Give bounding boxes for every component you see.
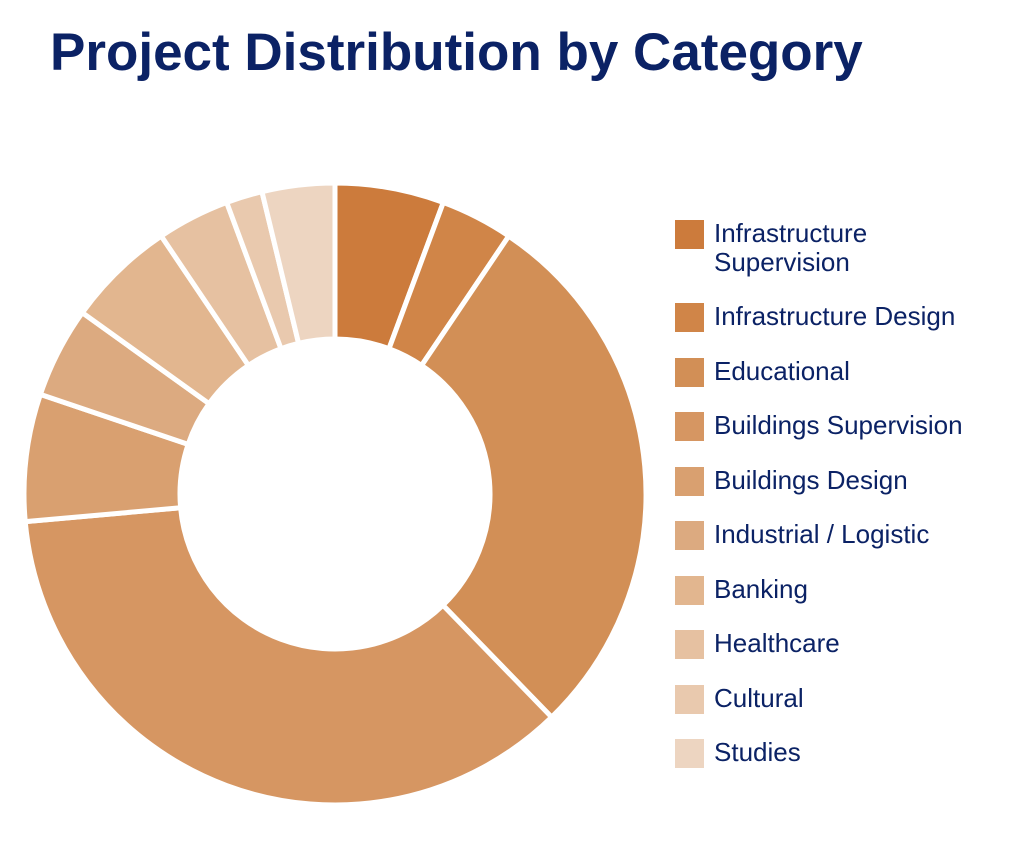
legend-swatch [675, 467, 704, 496]
slice-studies [258, 180, 338, 347]
slice-educational [418, 232, 649, 721]
legend-label: Cultural [714, 683, 804, 713]
legend-label: Banking [714, 574, 808, 604]
legend-item-healthcare: Healthcare [675, 629, 840, 659]
legend-swatch [675, 739, 704, 768]
legend-swatch [675, 220, 704, 249]
legend-swatch [675, 412, 704, 441]
legend-swatch [675, 685, 704, 714]
legend-label: Infrastructure Design [714, 301, 956, 331]
legend-item-industrial-logistic: Industrial / Logistic [675, 520, 929, 550]
legend-item-buildings-supervision: Buildings Supervision [675, 411, 963, 441]
legend-label: Buildings Design [714, 465, 908, 495]
legend-label: Industrial / Logistic [714, 519, 930, 549]
legend-item-infrastructure-design: Infrastructure Design [675, 302, 955, 332]
legend-item-infrastructure-supervision: Infrastructure Supervision [675, 219, 1004, 277]
legend-label: Buildings Supervision [714, 410, 963, 440]
legend-swatch [675, 521, 704, 550]
legend-label: Healthcare [714, 628, 840, 658]
legend-item-banking: Banking [675, 575, 808, 605]
legend-item-buildings-design: Buildings Design [675, 466, 908, 496]
legend-item-studies: Studies [675, 738, 801, 768]
legend-item-educational: Educational [675, 357, 850, 387]
legend-swatch [675, 576, 704, 605]
legend-label: Studies [714, 737, 801, 767]
legend-swatch [675, 303, 704, 332]
legend-label: Infrastructure Supervision [714, 218, 868, 277]
legend-item-cultural: Cultural [675, 684, 804, 714]
legend-label: Educational [714, 356, 850, 386]
legend-swatch [675, 630, 704, 659]
chart-title: Project Distribution by Category [50, 23, 863, 82]
legend-swatch [675, 358, 704, 387]
slice-buildings-supervision [22, 505, 556, 808]
